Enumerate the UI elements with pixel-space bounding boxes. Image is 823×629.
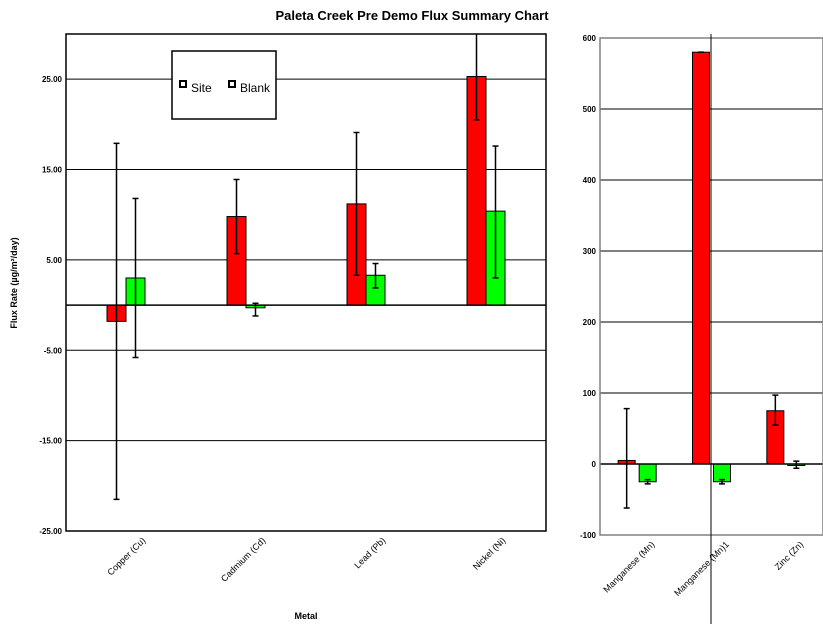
y-tick-label: 400 <box>583 176 597 185</box>
legend-label-site: Site <box>191 81 212 95</box>
x-tick-label: Cadmium (Cd) <box>219 535 267 583</box>
legend-swatch-blank <box>228 80 236 88</box>
y-tick-label: 100 <box>583 389 597 398</box>
y-tick-label: 600 <box>583 34 597 43</box>
y-tick-label: -15.00 <box>39 437 62 446</box>
x-tick-label: Zinc (Zn) <box>773 539 806 572</box>
y-tick-label: 200 <box>583 318 597 327</box>
legend-label-blank: Blank <box>240 81 271 95</box>
y-tick-label: 5.00 <box>46 256 62 265</box>
y-tick-label: 15.00 <box>42 166 63 175</box>
y-tick-label: -100 <box>580 531 597 540</box>
x-tick-label: Lead (Pb) <box>352 535 387 570</box>
y-tick-label: 0 <box>592 460 597 469</box>
left-plot-area: -25.00 -15.00 -5.00 5.00 15.00 25.00 Copper (C… <box>39 33 547 584</box>
legend-box <box>171 50 277 120</box>
plot-frame <box>65 33 547 532</box>
y-tick-label: 300 <box>583 247 597 256</box>
x-tick-label: Copper (Cu) <box>105 535 147 577</box>
y-tick-label: -25.00 <box>39 527 62 536</box>
y-tick-label: 500 <box>583 105 597 114</box>
y-tick-label: 25.00 <box>42 75 63 84</box>
y-axis-label: Flux Rate (µg/m²/day) <box>9 237 19 328</box>
legend: Site Blank <box>171 50 277 120</box>
x-axis-label: Metal <box>294 611 317 621</box>
right-plot-area: -100 0 100 200 300 400 500 600 Manganese (Mn) Man… <box>580 34 823 624</box>
y-tick-label: -5.00 <box>44 346 63 355</box>
x-tick-label: Manganese (Mn)1 <box>672 539 731 598</box>
x-tick-label: Manganese (Mn) <box>601 539 656 594</box>
x-tick-label: Nickel (Ni) <box>471 535 507 571</box>
bar-site <box>692 51 710 465</box>
chart-title: Paleta Creek Pre Demo Flux Summary Chart <box>275 8 549 23</box>
legend-swatch-site <box>179 80 187 88</box>
